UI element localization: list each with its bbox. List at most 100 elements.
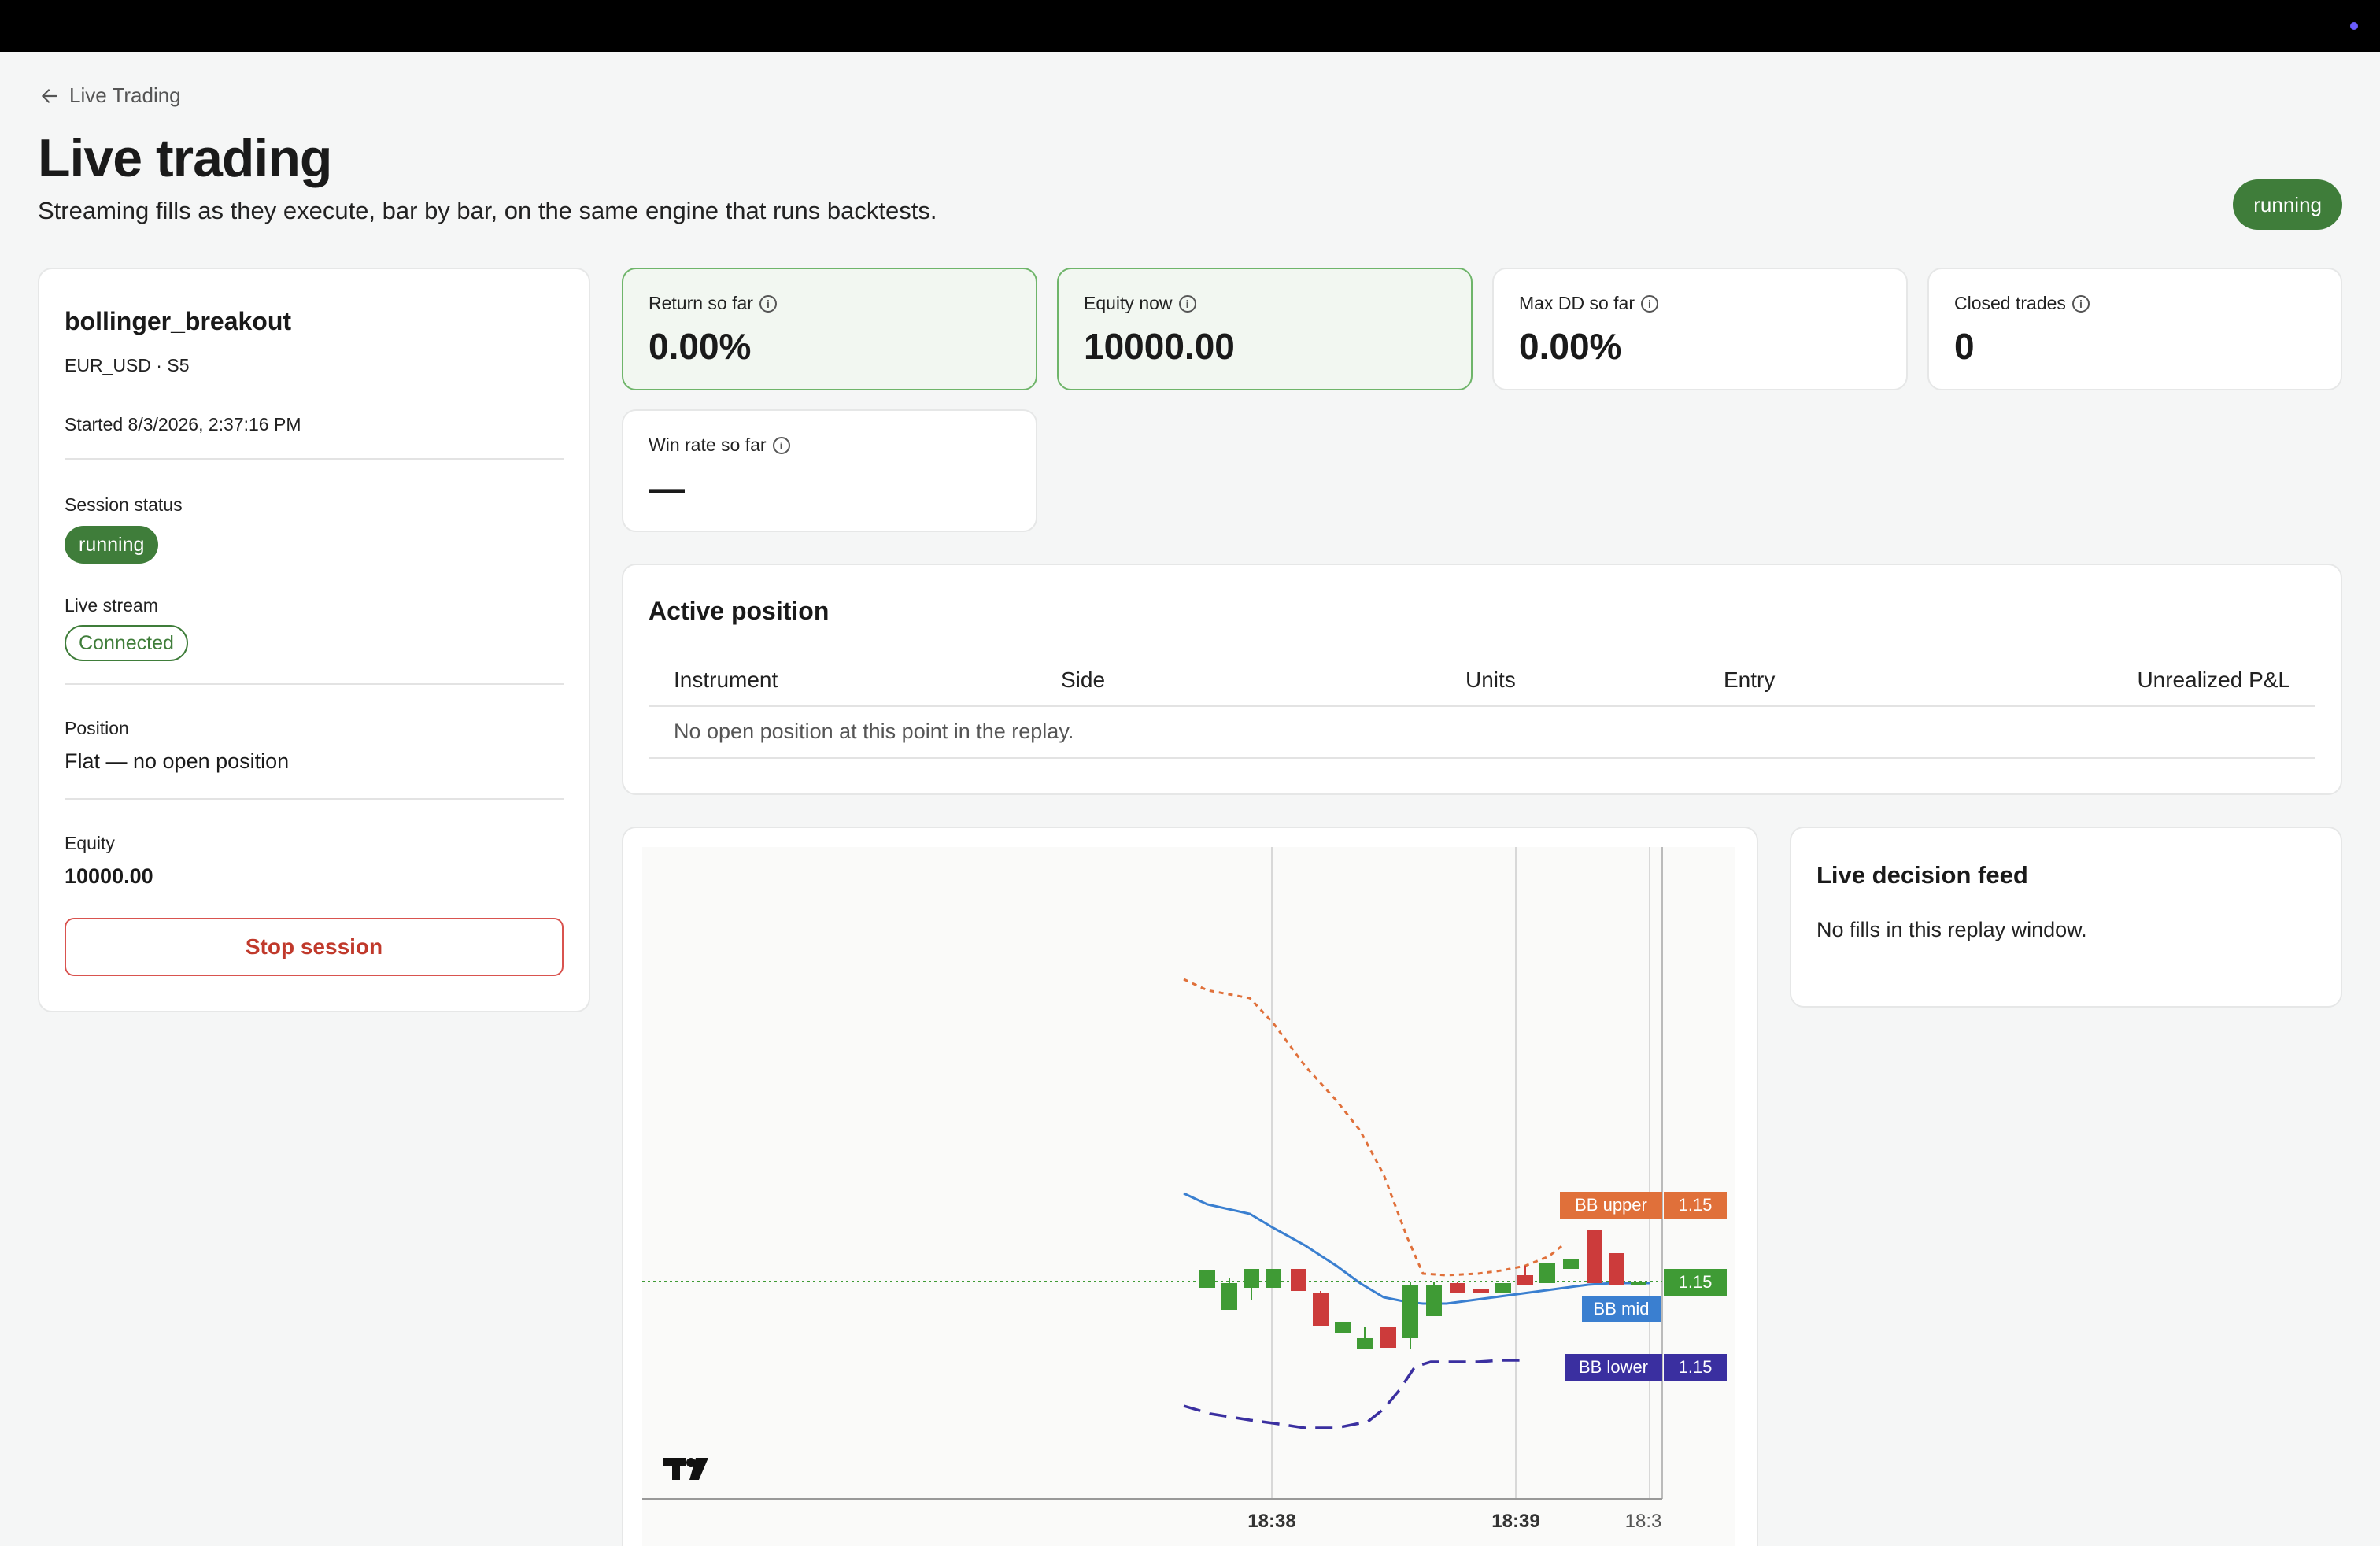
candle — [1587, 1230, 1602, 1283]
instrument-label: EUR_USD · S5 — [65, 355, 190, 375]
candle — [1266, 1269, 1281, 1288]
last-price-box — [1664, 1269, 1727, 1296]
strategy-name: bollinger_breakout — [65, 307, 292, 335]
bb-lower-tag: BB lower 1.15 — [1565, 1354, 1727, 1381]
metric-closed-trades: Closed trades i 0 — [1927, 268, 2342, 390]
bb-mid-tag-box — [1582, 1296, 1661, 1322]
metric-equity: Equity now i 10000.00 — [1057, 268, 1473, 390]
time-label: 18:3 — [1625, 1511, 1662, 1532]
bb-upper-name: BB upper — [1575, 1195, 1647, 1215]
status-dot — [2350, 22, 2358, 30]
section-title: Live decision feed — [1816, 861, 2028, 889]
stop-session-button[interactable]: Stop session — [65, 918, 564, 976]
price-chart-card[interactable]: BB upper 1.15 1.15 BB mid BB lower 1.15 … — [622, 827, 1758, 1546]
candle — [1631, 1282, 1646, 1285]
info-icon[interactable]: i — [772, 436, 790, 454]
candle — [1244, 1269, 1259, 1288]
candle — [1402, 1285, 1418, 1338]
metric-value: 0 — [1954, 326, 1975, 367]
time-label: 18:38 — [1247, 1511, 1295, 1532]
column-header: Entry — [1724, 668, 1776, 692]
bb-lower-value: 1.15 — [1679, 1357, 1713, 1377]
tradingview-logo — [663, 1458, 708, 1480]
metric-value: — — [649, 468, 685, 509]
session-status-badge: running — [65, 526, 159, 564]
table-header: Instrument Side Units Entry Unrealized P… — [649, 661, 2315, 707]
candle — [1426, 1285, 1442, 1316]
metric-value: 10000.00 — [1084, 326, 1235, 367]
info-icon[interactable]: i — [1640, 294, 1658, 313]
feed-empty-text: No fills in this replay window. — [1816, 918, 2087, 941]
session-status-label: Session status — [65, 494, 183, 515]
metric-value: 0.00% — [649, 326, 752, 367]
divider — [65, 458, 564, 460]
metric-label: Max DD so far — [1519, 293, 1635, 313]
metric-label: Win rate so far — [649, 435, 767, 455]
candle — [1473, 1289, 1489, 1293]
page-subtitle: Streaming fills as they execute, bar by … — [38, 197, 937, 224]
metric-max-dd: Max DD so far i 0.00% — [1492, 268, 1908, 390]
column-header: Side — [1061, 668, 1106, 692]
candle — [1221, 1283, 1237, 1310]
divider — [65, 683, 564, 685]
table-empty-row: No open position at this point in the re… — [649, 708, 2315, 759]
bb-upper-value: 1.15 — [1679, 1195, 1713, 1215]
column-header: Instrument — [674, 668, 778, 692]
bb-lower-tag-box — [1565, 1354, 1662, 1381]
decision-feed-card: Live decision feed No fills in this repl… — [1790, 827, 2342, 1008]
position-value: Flat — no open position — [65, 749, 290, 773]
equity-label: Equity — [65, 833, 115, 853]
candle — [1199, 1270, 1215, 1288]
candle — [1539, 1263, 1555, 1283]
info-icon[interactable]: i — [759, 294, 777, 313]
session-card: bollinger_breakout EUR_USD · S5 Started … — [38, 268, 590, 1012]
metric-return: Return so far i 0.00% — [622, 268, 1037, 390]
position-label: Position — [65, 718, 129, 738]
bb-upper-line — [1183, 978, 1565, 1277]
price-chart[interactable]: BB upper 1.15 1.15 BB mid BB lower 1.15 … — [623, 828, 1760, 1546]
active-position-card: Active position Instrument Side Units En… — [622, 564, 2342, 795]
live-stream-badge: Connected — [65, 625, 188, 661]
bb-upper-tag: BB upper 1.15 — [1560, 1192, 1727, 1219]
bb-lower-value-box — [1664, 1354, 1727, 1381]
equity-value: 10000.00 — [65, 864, 153, 888]
last-price-value: 1.15 — [1679, 1272, 1713, 1292]
metric-label: Equity now — [1084, 293, 1173, 313]
bb-upper-tag-box — [1560, 1192, 1662, 1219]
info-icon[interactable]: i — [2071, 294, 2090, 313]
status-badge: running — [2233, 179, 2342, 230]
metric-label: Closed trades — [1954, 293, 2066, 313]
top-bar — [0, 0, 2380, 52]
metric-value: 0.00% — [1519, 326, 1622, 367]
divider — [65, 798, 564, 800]
live-stream-label: Live stream — [65, 595, 158, 616]
candle — [1313, 1293, 1329, 1326]
bb-mid-tag: BB mid — [1582, 1296, 1661, 1322]
metric-label: Return so far — [649, 293, 753, 313]
last-price-tag: 1.15 — [1664, 1269, 1727, 1296]
candle — [1450, 1283, 1465, 1293]
bb-upper-value-box — [1664, 1192, 1727, 1219]
column-header: Unrealized P&L — [2137, 668, 2290, 692]
bb-lower-name: BB lower — [1579, 1357, 1648, 1377]
candle — [1517, 1275, 1533, 1285]
metric-win-rate: Win rate so far i — — [622, 409, 1037, 532]
time-label: 18:39 — [1491, 1511, 1539, 1532]
back-link-label: Live Trading — [69, 83, 181, 107]
candles — [1199, 1230, 1646, 1349]
candle — [1495, 1283, 1511, 1293]
started-time: Started 8/3/2026, 2:37:16 PM — [65, 414, 301, 435]
candle — [1357, 1338, 1373, 1349]
back-link[interactable]: Live Trading — [39, 83, 181, 108]
candle — [1380, 1327, 1396, 1348]
candle — [1563, 1259, 1579, 1269]
section-title: Active position — [649, 597, 830, 625]
column-header: Units — [1465, 668, 1516, 692]
page-title: Live trading — [38, 128, 332, 188]
arrow-left-icon — [42, 88, 57, 103]
candle — [1609, 1253, 1624, 1285]
info-icon[interactable]: i — [1178, 294, 1196, 313]
bb-mid-name: BB mid — [1594, 1299, 1650, 1319]
candle — [1291, 1269, 1306, 1291]
candle — [1335, 1322, 1351, 1333]
